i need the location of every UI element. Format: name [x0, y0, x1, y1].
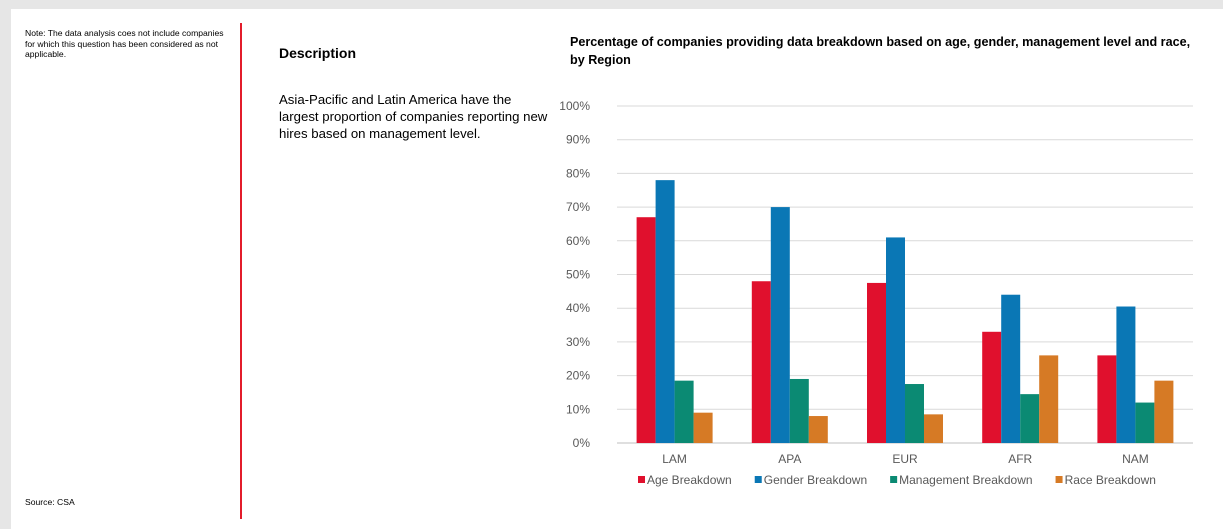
x-tick-label: LAM [662, 452, 687, 466]
y-tick-label: 10% [566, 402, 590, 416]
y-tick-label: 50% [566, 268, 590, 282]
bar-management-afr [1020, 394, 1040, 443]
y-tick-label: 20% [566, 369, 590, 383]
legend-label-management: Management Breakdown [899, 473, 1032, 487]
bar-management-eur [905, 384, 924, 443]
legend-swatch-age [638, 476, 645, 483]
bar-age-eur [867, 282, 886, 443]
description-title: Description [279, 45, 357, 61]
x-tick-label: EUR [892, 452, 918, 466]
y-tick-label: 80% [566, 166, 590, 180]
divider [240, 23, 242, 519]
bar-race-eur [924, 414, 943, 443]
slide: Note: The data analysis coes not include… [11, 9, 1223, 529]
y-tick-label: 0% [573, 436, 591, 450]
bar-management-nam [1135, 402, 1155, 443]
y-tick-label: 60% [566, 234, 590, 248]
bar-gender-apa [770, 207, 790, 443]
note-text: Note: The data analysis coes not include… [25, 28, 224, 59]
description-box: Asia-Pacific and Latin America have the … [279, 91, 549, 143]
bar-gender-lam [655, 180, 675, 443]
bar-gender-nam [1116, 306, 1136, 443]
y-tick-label: 40% [566, 301, 590, 315]
description-text: Asia-Pacific and Latin America have the … [279, 92, 548, 141]
y-tick-label: 30% [566, 335, 590, 349]
x-tick-label: AFR [1008, 452, 1032, 466]
bar-management-apa [789, 378, 809, 443]
bar-race-apa [808, 416, 828, 443]
bar-management-lam [674, 380, 694, 443]
legend-swatch-race [1055, 476, 1063, 483]
legend-label-gender: Gender Breakdown [764, 473, 867, 487]
bar-race-lam [693, 412, 713, 443]
y-tick-label: 90% [566, 133, 590, 147]
bar-gender-afr [1001, 294, 1021, 443]
bar-chart: 0% 10% 20% 30% 40% 50% 60% 70% 80% 90% 100% LAM APA E… [560, 99, 1193, 487]
y-tick-label: 70% [566, 200, 590, 214]
legend-swatch-gender [754, 476, 762, 483]
x-tick-label: NAM [1122, 452, 1149, 466]
bar-age-afr [982, 331, 1002, 443]
bar-gender-eur [886, 237, 905, 443]
source-text: Source: CSA [25, 497, 75, 507]
legend-label-age: Age Breakdown [647, 473, 732, 487]
bar-age-apa [751, 281, 771, 443]
legend-label-race: Race Breakdown [1065, 473, 1156, 487]
bar-age-lam [636, 217, 656, 443]
bar-race-nam [1154, 380, 1174, 443]
chart-title: Percentage of companies providing data b… [570, 35, 1191, 67]
legend-swatch-management [890, 476, 898, 483]
bar-race-afr [1039, 355, 1059, 443]
bar-age-nam [1097, 355, 1117, 443]
x-tick-label: APA [778, 452, 801, 466]
y-tick-label: 100% [560, 99, 590, 113]
